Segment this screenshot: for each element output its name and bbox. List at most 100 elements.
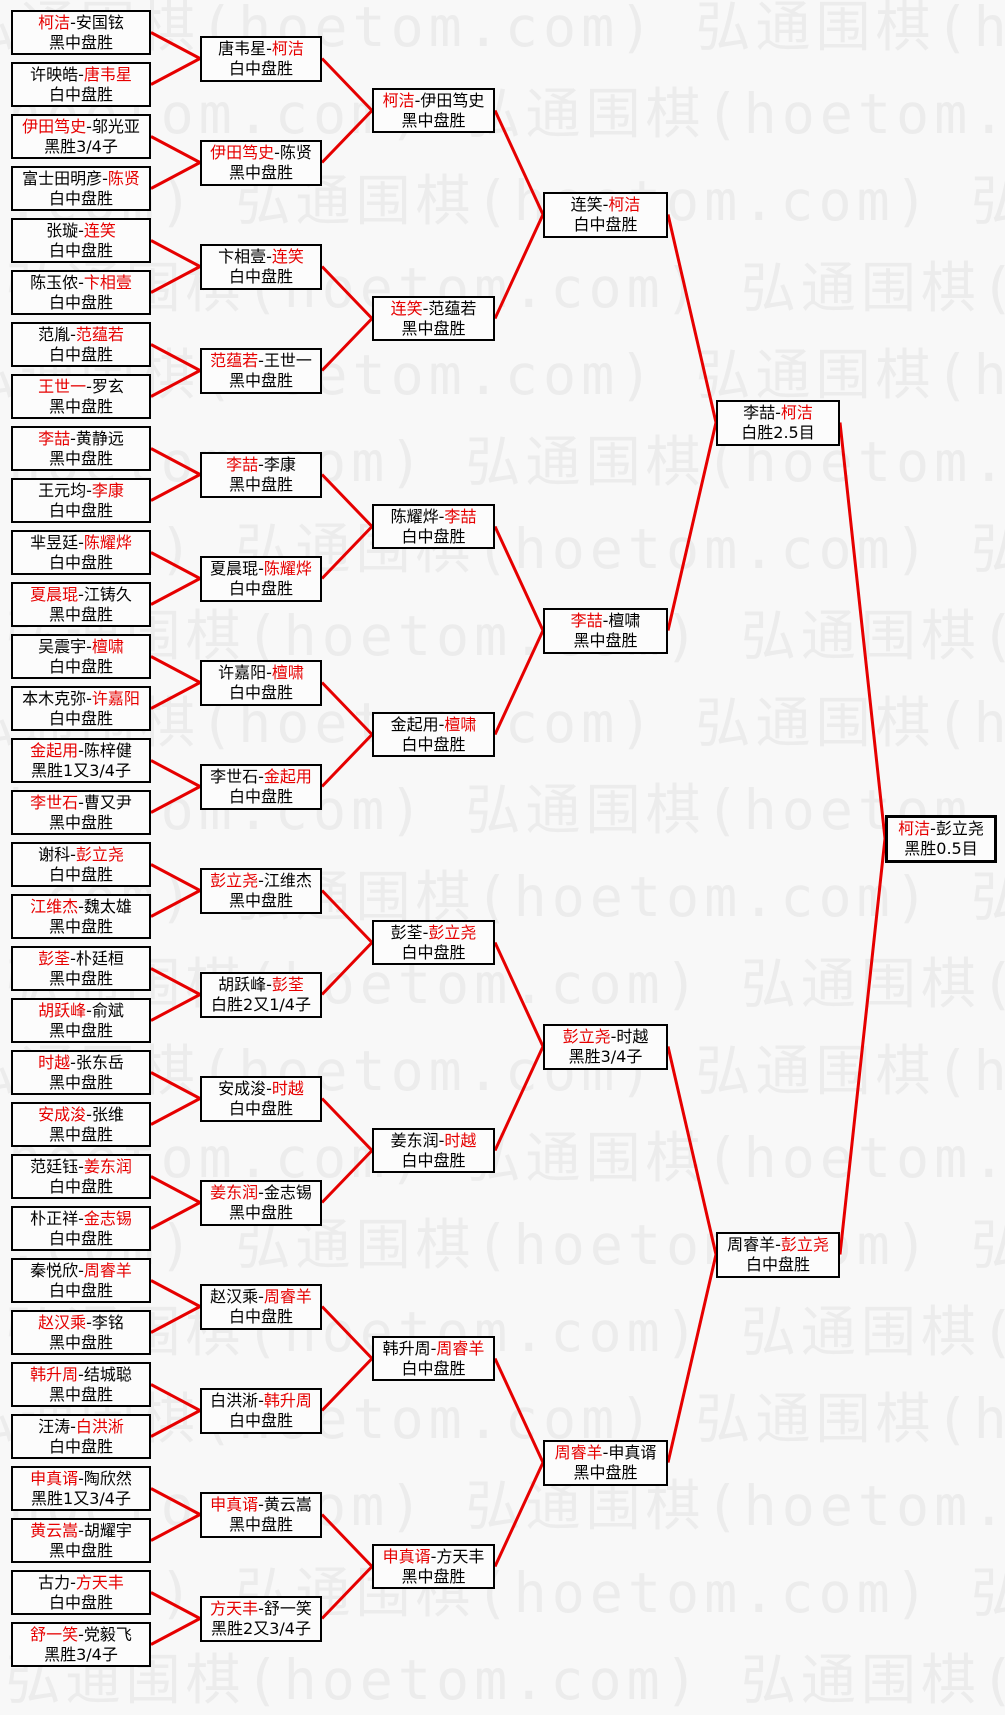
match-result: 白中盘胜	[401, 942, 466, 962]
match-box-round-2-9: 彭立尧-江维杰 黑中盘胜	[200, 867, 322, 914]
match-box-round-1-18: 江维杰-魏太雄 黑中盘胜	[11, 894, 151, 939]
player-name: 彭立尧	[428, 922, 477, 942]
connector-line	[320, 57, 374, 112]
player-name: 舒一笑	[30, 1624, 79, 1644]
player-name: 江铸久	[83, 584, 132, 604]
players-separator: -	[78, 1364, 84, 1384]
connector-line	[320, 1513, 374, 1568]
player-name: 陶欣然	[83, 1468, 132, 1488]
player-name: 王世一	[38, 376, 87, 396]
match-result: 黑中盘胜	[228, 1514, 293, 1534]
match-result: 黑中盘胜	[401, 1566, 466, 1586]
connector-line	[493, 941, 545, 1048]
player-name: 金起用	[263, 766, 312, 786]
match-box-round-2-4: 范蕴若-王世一 黑中盘胜	[200, 347, 322, 394]
match-result: 黑中盘胜	[48, 1384, 113, 1404]
players-separator: -	[78, 1624, 84, 1644]
match-players: 汪涛-白洪淅	[38, 1417, 124, 1437]
match-players: 周睿羊-彭立尧	[727, 1235, 829, 1255]
player-name: 罗玄	[91, 376, 124, 396]
match-box-round-1-31: 古力-方天丰 白中盘胜	[11, 1570, 151, 1615]
player-name: 连笑	[570, 194, 603, 214]
players-separator: -	[70, 948, 76, 968]
player-name: 柯洁	[898, 818, 931, 838]
connector-line	[493, 1461, 545, 1568]
match-box-round-3-5: 彭荃-彭立尧 白中盘胜	[372, 920, 495, 965]
connector-line	[320, 1357, 374, 1412]
player-name: 周睿羊	[436, 1338, 485, 1358]
players-separator: -	[258, 870, 264, 890]
connector-line	[320, 889, 374, 944]
player-name: 周睿羊	[554, 1442, 603, 1462]
player-name: 金起用	[390, 714, 439, 734]
match-players: 富士田明彦-陈贤	[22, 169, 140, 189]
match-players: 柯洁-安国铉	[38, 13, 124, 33]
players-separator: -	[78, 1520, 84, 1540]
match-result: 黑胜1又3/4子	[31, 760, 131, 780]
match-box-round-1-6: 陈玉侬-卞相壹 白中盘胜	[11, 270, 151, 315]
player-name: 伊田笃史	[22, 116, 87, 136]
player-name: 唐韦星	[83, 64, 132, 84]
player-name: 彭荃	[390, 922, 423, 942]
player-name: 卞相壹	[218, 246, 267, 266]
players-separator: -	[78, 1156, 84, 1176]
player-name: 彭立尧	[210, 870, 259, 890]
match-players: 胡跃峰-俞斌	[38, 1001, 124, 1021]
connector-line	[320, 265, 374, 320]
player-name: 姜东润	[83, 1156, 132, 1176]
connector-line	[150, 369, 201, 398]
players-separator: -	[78, 792, 84, 812]
match-players: 柯洁-彭立尧	[898, 819, 984, 839]
match-box-round-1-7: 范胤-范蕴若 白中盘胜	[11, 322, 151, 367]
match-players: 时越-张东岳	[38, 1053, 124, 1073]
match-result: 黑胜3/4子	[44, 1644, 118, 1664]
match-box-round-3-3: 陈耀烨-李喆 白中盘胜	[372, 504, 495, 549]
player-name: 赵汉乘	[38, 1312, 87, 1332]
match-players: 李喆-檀啸	[571, 611, 641, 631]
connector-line	[320, 473, 374, 528]
match-players: 唐韦星-柯洁	[218, 39, 304, 59]
players-separator: -	[775, 402, 781, 422]
connector-line	[150, 1175, 201, 1204]
match-result: 黑胜0.5目	[904, 838, 978, 858]
player-name: 古力	[38, 1572, 71, 1592]
connector-line	[150, 1513, 201, 1542]
player-name: 结城聪	[83, 1364, 132, 1384]
player-name: 范蕴若	[428, 298, 477, 318]
connector-line	[150, 759, 201, 788]
match-players: 周睿羊-申真谞	[555, 1443, 657, 1463]
players-separator: -	[70, 844, 76, 864]
match-box-round-1-2: 许映皓-唐韦星 白中盘胜	[11, 62, 151, 107]
player-name: 党毅飞	[83, 1624, 132, 1644]
players-separator: -	[78, 584, 84, 604]
players-separator: -	[266, 662, 272, 682]
connector-line	[493, 213, 545, 320]
player-name: 安成浚	[38, 1104, 87, 1124]
match-result: 黑中盘胜	[573, 1462, 638, 1482]
match-box-round-1-4: 富士田明彦-陈贤 白中盘胜	[11, 166, 151, 211]
players-separator: -	[86, 480, 92, 500]
players-separator: -	[430, 1338, 437, 1358]
match-box-round-3-8: 申真谞-方天丰 黑中盘胜	[372, 1544, 495, 1589]
player-name: 黄云嵩	[263, 1494, 312, 1514]
player-name: 连笑	[390, 298, 423, 318]
players-separator: -	[86, 688, 92, 708]
player-name: 方天丰	[75, 1572, 124, 1592]
match-result: 黑中盘胜	[48, 1072, 113, 1092]
match-players: 古力-方天丰	[38, 1573, 124, 1593]
match-players: 秦悦欣-周睿羊	[30, 1261, 132, 1281]
players-separator: -	[78, 1260, 84, 1280]
player-name: 申真谞	[30, 1468, 79, 1488]
player-name: 范胤	[38, 324, 71, 344]
player-name: 时越	[271, 1078, 304, 1098]
match-result: 白中盘胜	[228, 58, 293, 78]
player-name: 江维杰	[30, 896, 79, 916]
match-players: 伊田笃史-邬光亚	[22, 117, 140, 137]
match-players: 申真谞-方天丰	[383, 1547, 485, 1567]
connector-line	[150, 577, 201, 606]
player-name: 曹又尹	[83, 792, 132, 812]
player-name: 姜东润	[210, 1182, 259, 1202]
match-box-round-1-17: 谢科-彭立尧 白中盘胜	[11, 842, 151, 887]
match-players: 金起用-檀啸	[391, 715, 477, 735]
player-name: 伊田笃史	[420, 90, 485, 110]
